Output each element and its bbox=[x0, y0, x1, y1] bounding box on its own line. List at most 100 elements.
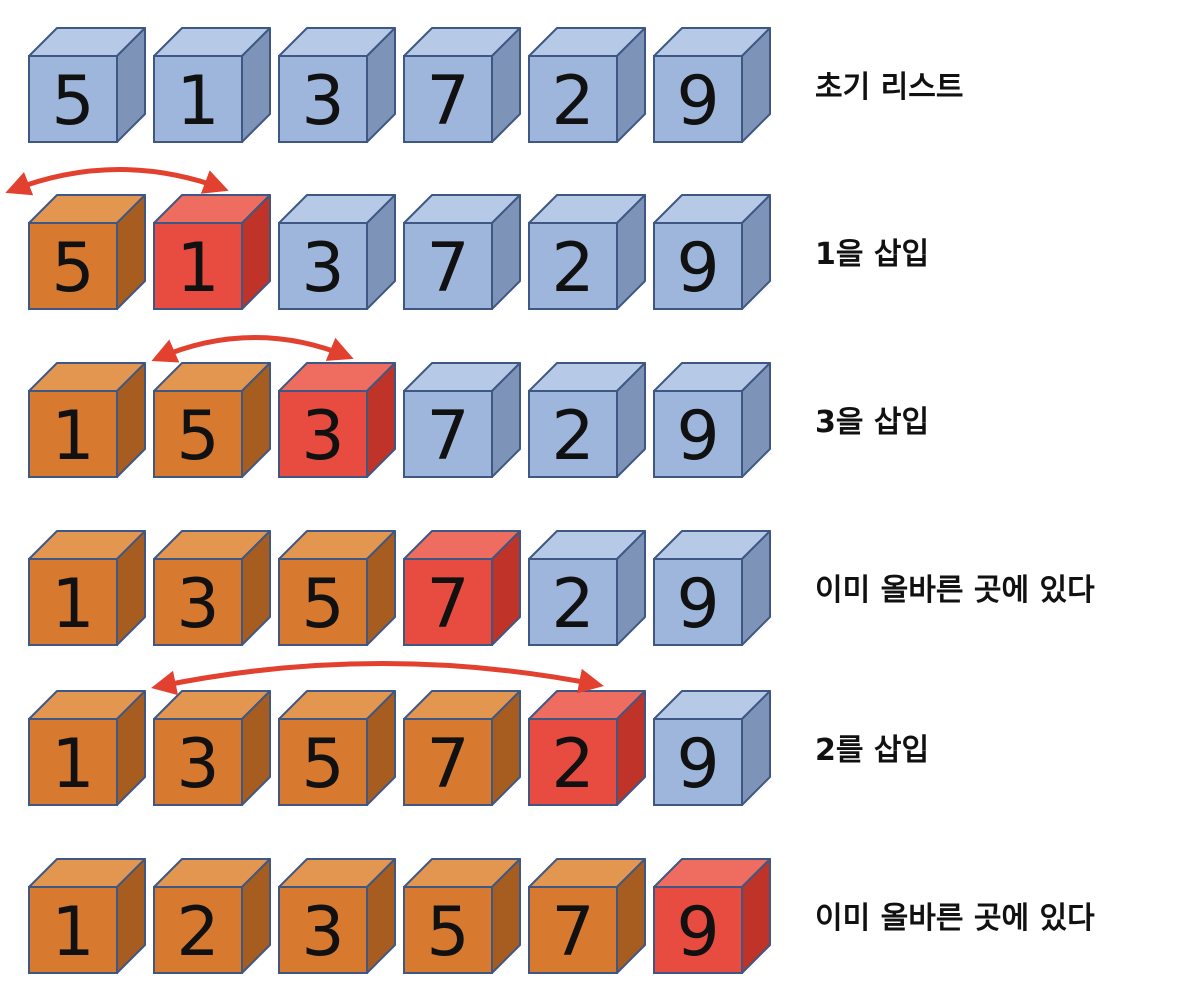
cube-value: 3 bbox=[176, 725, 219, 804]
cube-sorted: 5 bbox=[403, 858, 521, 974]
cube-sorted: 1 bbox=[28, 858, 146, 974]
cube-sorted: 5 bbox=[28, 194, 146, 310]
cube-front-face bbox=[653, 718, 743, 806]
insertion-arrow bbox=[151, 335, 354, 363]
cube-front-face bbox=[653, 886, 743, 974]
cube-unsorted: 1 bbox=[153, 27, 271, 143]
cube-value: 2 bbox=[551, 229, 594, 308]
sort-step-row: 5 1 3 7 2 9 초기 리스트 bbox=[28, 27, 963, 143]
cube-value: 1 bbox=[176, 62, 219, 141]
cube-current: 7 bbox=[403, 530, 521, 646]
cube-front-face bbox=[403, 390, 493, 478]
cube-front-face bbox=[278, 886, 368, 974]
cube-value: 5 bbox=[301, 565, 344, 644]
cube-front-face bbox=[28, 55, 118, 143]
step-label: 3을 삽입 bbox=[815, 405, 929, 440]
cube-unsorted: 9 bbox=[653, 27, 771, 143]
cube-front-face bbox=[403, 222, 493, 310]
cube-current: 2 bbox=[528, 690, 646, 806]
cube-value: 2 bbox=[551, 397, 594, 476]
cube-value: 7 bbox=[426, 565, 469, 644]
sort-step-row: 1 3 5 7 2 9 2를 삽입 bbox=[28, 661, 929, 806]
step-label: 1을 삽입 bbox=[815, 237, 929, 272]
cube-front-face bbox=[278, 390, 368, 478]
cube-sorted: 1 bbox=[28, 362, 146, 478]
cube-unsorted: 9 bbox=[653, 530, 771, 646]
cube-value: 9 bbox=[676, 565, 719, 644]
cube-front-face bbox=[153, 558, 243, 646]
cube-unsorted: 2 bbox=[528, 362, 646, 478]
cube-current: 3 bbox=[278, 362, 396, 478]
cube-value: 1 bbox=[51, 565, 94, 644]
cube-value: 5 bbox=[426, 893, 469, 972]
cube-current: 1 bbox=[153, 194, 271, 310]
cube-front-face bbox=[28, 886, 118, 974]
cube-unsorted: 9 bbox=[653, 362, 771, 478]
insertion-arrow bbox=[151, 661, 604, 696]
cube-value: 1 bbox=[176, 229, 219, 308]
cube-front-face bbox=[278, 558, 368, 646]
cube-front-face bbox=[28, 718, 118, 806]
cube-unsorted: 3 bbox=[278, 27, 396, 143]
cube-value: 9 bbox=[676, 725, 719, 804]
cube-front-face bbox=[653, 390, 743, 478]
cube-unsorted: 9 bbox=[653, 690, 771, 806]
cube-sorted: 1 bbox=[28, 530, 146, 646]
step-label: 초기 리스트 bbox=[815, 70, 963, 105]
cube-front-face bbox=[153, 55, 243, 143]
cube-value: 7 bbox=[551, 893, 594, 972]
cube-value: 7 bbox=[426, 62, 469, 141]
cube-value: 9 bbox=[676, 893, 719, 972]
cube-value: 3 bbox=[301, 62, 344, 141]
sort-step-row: 1 5 3 7 2 9 3을 삽입 bbox=[28, 335, 929, 478]
cube-unsorted: 2 bbox=[528, 194, 646, 310]
cube-front-face bbox=[28, 558, 118, 646]
cube-value: 9 bbox=[676, 229, 719, 308]
rows-layer: 5 1 3 7 2 9 초기 리스트 5 1 3 7 2 9 1을 삽입 1 5 3 7 2 9 3을 삽입 1 3 5 7 2 9… bbox=[5, 27, 1095, 974]
cube-front-face bbox=[153, 886, 243, 974]
cube-sorted: 2 bbox=[153, 858, 271, 974]
insertion-arrow bbox=[5, 167, 229, 196]
cube-unsorted: 2 bbox=[528, 27, 646, 143]
cube-value: 2 bbox=[551, 725, 594, 804]
cube-unsorted: 7 bbox=[403, 27, 521, 143]
step-label: 2를 삽입 bbox=[815, 733, 929, 768]
cube-sorted: 5 bbox=[153, 362, 271, 478]
sort-step-row: 1 3 5 7 2 9 이미 올바른 곳에 있다 bbox=[28, 530, 1095, 646]
cube-front-face bbox=[528, 886, 618, 974]
cube-value: 7 bbox=[426, 397, 469, 476]
cube-sorted: 3 bbox=[278, 858, 396, 974]
cube-sorted: 3 bbox=[153, 530, 271, 646]
cube-value: 5 bbox=[51, 62, 94, 141]
cube-front-face bbox=[653, 222, 743, 310]
cube-front-face bbox=[28, 390, 118, 478]
cube-unsorted: 9 bbox=[653, 194, 771, 310]
cube-front-face bbox=[528, 55, 618, 143]
cube-front-face bbox=[28, 222, 118, 310]
sort-step-row: 5 1 3 7 2 9 1을 삽입 bbox=[5, 167, 929, 310]
cube-current: 9 bbox=[653, 858, 771, 974]
cube-front-face bbox=[153, 222, 243, 310]
cube-front-face bbox=[653, 558, 743, 646]
cube-front-face bbox=[403, 718, 493, 806]
cube-value: 9 bbox=[676, 397, 719, 476]
cube-sorted: 1 bbox=[28, 690, 146, 806]
cube-value: 3 bbox=[176, 565, 219, 644]
cube-front-face bbox=[153, 718, 243, 806]
cube-sorted: 7 bbox=[528, 858, 646, 974]
cube-unsorted: 7 bbox=[403, 362, 521, 478]
cube-value: 1 bbox=[51, 893, 94, 972]
cube-sorted: 3 bbox=[153, 690, 271, 806]
cube-value: 2 bbox=[176, 893, 219, 972]
cube-front-face bbox=[403, 886, 493, 974]
cube-front-face bbox=[278, 55, 368, 143]
cube-front-face bbox=[403, 558, 493, 646]
cube-front-face bbox=[528, 222, 618, 310]
cube-front-face bbox=[403, 55, 493, 143]
cube-unsorted: 2 bbox=[528, 530, 646, 646]
cube-sorted: 7 bbox=[403, 690, 521, 806]
cube-sorted: 5 bbox=[278, 530, 396, 646]
cube-value: 3 bbox=[301, 397, 344, 476]
cube-value: 2 bbox=[551, 62, 594, 141]
